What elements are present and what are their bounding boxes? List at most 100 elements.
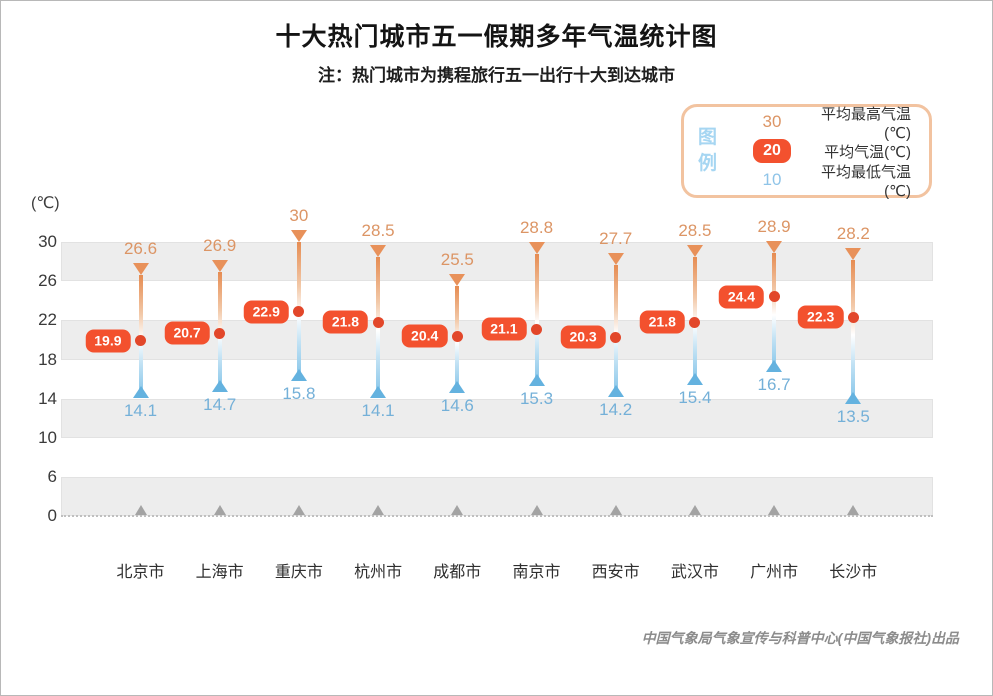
y-tick-label: 10 xyxy=(38,428,57,447)
avg-temp-dot xyxy=(610,331,622,343)
y-tick-label: 18 xyxy=(38,349,57,369)
legend-item-min: 10 平均最低气温(℃) xyxy=(732,164,929,200)
credit-text: 中国气象局气象宣传与科普中心(中国气象报社)出品 xyxy=(641,630,959,646)
city-label: 武汉市 xyxy=(670,564,719,581)
max-temp-value: 26.6 xyxy=(123,239,158,259)
y-tick-label: 6 xyxy=(47,467,57,487)
max-temp-value: 25.5 xyxy=(440,250,474,270)
y-tick-label: 26 xyxy=(38,271,57,291)
temperature-range-stem xyxy=(534,253,539,387)
min-temp-value: 15.4 xyxy=(678,388,712,408)
max-temp-value: 28.2 xyxy=(836,223,870,243)
min-temp-value: 14.1 xyxy=(123,400,158,420)
x-axis-baseline xyxy=(61,515,933,518)
max-temp-marker xyxy=(370,244,387,257)
min-temp-marker xyxy=(370,385,387,398)
y-axis-unit-label: (℃) xyxy=(31,195,60,212)
min-temp-marker xyxy=(132,385,149,398)
legend-swatch-min: 10 xyxy=(762,170,782,189)
max-temp-marker xyxy=(449,274,466,287)
grid-band xyxy=(61,242,933,282)
legend-label-avg: 平均气温(℃) xyxy=(824,143,911,161)
avg-temp-dot xyxy=(451,330,463,342)
min-temp-value: 15.3 xyxy=(519,389,554,409)
baseline-city-marker xyxy=(213,505,226,516)
avg-temp-dot xyxy=(293,306,305,318)
min-temp-value: 14.2 xyxy=(599,399,633,419)
baseline-city-marker xyxy=(134,505,147,516)
city-label: 重庆市 xyxy=(274,564,323,581)
y-tick-label: 22 xyxy=(38,310,57,330)
page-subtitle: 注：热门城市为携程旅行五一出行十大到达城市 xyxy=(318,66,675,85)
baseline-city-marker xyxy=(688,505,701,516)
min-temp-marker xyxy=(607,384,624,397)
baseline-city-marker xyxy=(372,505,385,516)
page-title: 十大热门城市五一假期多年气温统计图 xyxy=(275,23,718,51)
max-temp-value: 27.7 xyxy=(599,228,633,248)
min-temp-value: 14.6 xyxy=(440,395,474,415)
city-label: 杭州市 xyxy=(354,564,403,581)
avg-temp-value: 20.4 xyxy=(402,324,448,348)
city-label: 长沙市 xyxy=(829,564,878,581)
max-temp-value: 28.9 xyxy=(757,216,791,236)
avg-temp-dot xyxy=(689,316,701,328)
y-tick-label: 0 xyxy=(47,506,57,526)
max-temp-value: 28.5 xyxy=(678,220,712,240)
max-temp-value: 28.8 xyxy=(519,217,554,237)
max-temp-marker xyxy=(290,230,307,242)
legend-label-max: 平均最高气温(℃) xyxy=(820,105,911,142)
min-temp-marker xyxy=(528,374,545,387)
max-temp-marker xyxy=(845,247,862,260)
avg-temp-dot xyxy=(214,327,226,339)
min-temp-marker xyxy=(449,380,466,393)
baseline-city-marker xyxy=(768,505,781,516)
max-temp-value: 28.5 xyxy=(361,220,395,240)
city-label: 西安市 xyxy=(591,564,640,581)
legend-rows: 30 平均最高气温(℃) 20 平均气温(℃) 10 平均最低气温(℃) xyxy=(732,106,929,200)
avg-temp-value: 21.8 xyxy=(322,310,369,334)
min-temp-marker xyxy=(766,360,783,373)
max-temp-value: 26.9 xyxy=(203,236,237,256)
legend-heading: 图例 xyxy=(698,127,718,174)
avg-temp-value: 20.3 xyxy=(560,325,606,349)
baseline-city-marker xyxy=(609,505,622,516)
avg-temp-value: 21.1 xyxy=(481,317,527,341)
temperature-range-stem xyxy=(851,259,856,404)
max-temp-marker xyxy=(132,263,149,276)
legend-label-min: 平均最低气温(℃) xyxy=(820,163,911,200)
avg-temp-value: 22.3 xyxy=(798,305,844,329)
legend-item-max: 30 平均最高气温(℃) xyxy=(732,106,929,142)
max-temp-marker xyxy=(607,252,624,265)
min-temp-value: 13.5 xyxy=(836,406,870,426)
max-temp-marker xyxy=(528,241,545,254)
city-label: 北京市 xyxy=(116,564,165,581)
avg-temp-dot xyxy=(372,316,384,328)
avg-temp-value: 22.9 xyxy=(243,300,289,324)
avg-temp-dot xyxy=(531,323,542,335)
min-temp-marker xyxy=(290,369,307,382)
min-temp-value: 14.1 xyxy=(361,400,395,420)
legend-item-avg: 20 平均气温(℃) xyxy=(732,137,929,165)
city-label: 南京市 xyxy=(512,564,561,581)
y-tick-label: 14 xyxy=(38,388,57,408)
avg-temp-dot xyxy=(847,311,859,323)
max-temp-marker xyxy=(766,240,783,253)
temperature-range-stem xyxy=(772,252,777,373)
min-temp-marker xyxy=(211,379,228,392)
min-temp-value: 14.7 xyxy=(203,394,237,414)
max-temp-marker xyxy=(686,244,703,257)
city-label: 上海市 xyxy=(195,564,244,581)
temperature-range-stem xyxy=(613,264,618,397)
city-label: 成都市 xyxy=(433,564,482,581)
avg-temp-value: 20.7 xyxy=(164,321,210,345)
min-temp-value: 16.7 xyxy=(757,375,791,395)
avg-temp-dot xyxy=(768,291,780,303)
grid-band xyxy=(61,398,933,438)
max-temp-value: 30 xyxy=(289,206,309,225)
legend-swatch-avg: 20 xyxy=(732,139,812,163)
baseline-city-marker xyxy=(292,505,305,516)
min-temp-marker xyxy=(845,391,862,404)
baseline-city-marker xyxy=(530,505,543,516)
